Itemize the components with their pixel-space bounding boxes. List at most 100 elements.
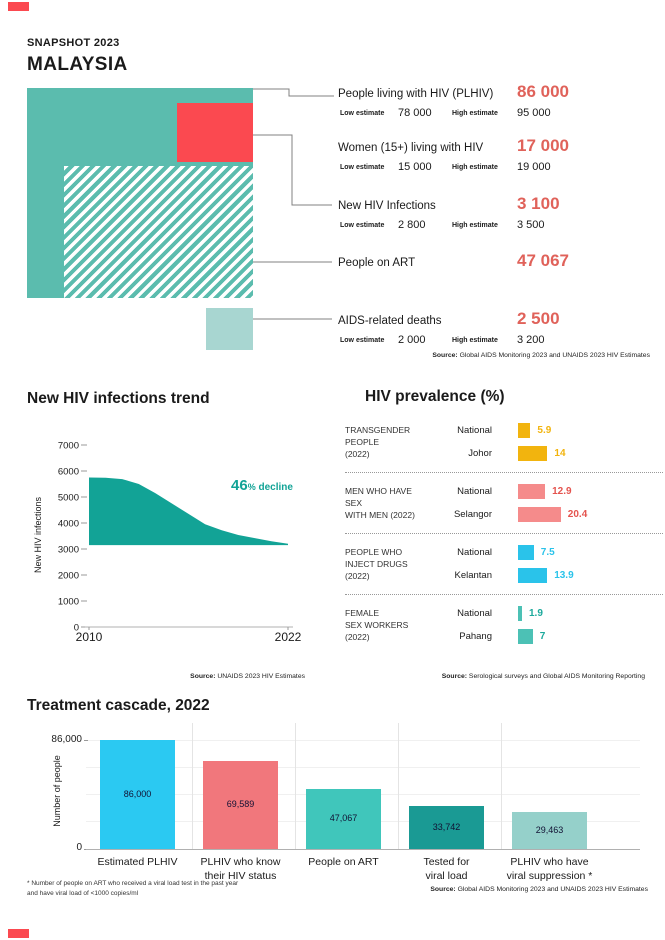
prevalence-row: National 1.9 — [427, 602, 545, 625]
prevalence-group: FEMALE SEX WORKERS (2022) National 1.9 Paha… — [345, 594, 663, 655]
prevalence-bar — [518, 484, 546, 499]
stat-label: People living with HIV (PLHIV) — [338, 88, 494, 100]
prevalence-bar — [518, 629, 533, 644]
prevalence-row-label: Kelantan — [454, 570, 492, 581]
stat-label: AIDS-related deaths — [338, 315, 442, 327]
prevalence-value: 5.9 — [537, 425, 552, 436]
new-infections-square — [177, 103, 253, 162]
cascade-y-axis-label: Number of people — [52, 755, 62, 827]
cascade-bar — [203, 761, 278, 849]
prevalence-row-label: National — [457, 608, 492, 619]
prevalence-row: National 5.9 — [427, 419, 566, 442]
cascade-source: Source: Global AIDS Monitoring 2023 and … — [430, 886, 648, 893]
prevalence-group-label: FEMALE SEX WORKERS (2022) — [345, 607, 409, 643]
cascade-tick — [84, 740, 88, 741]
prevalence-bar — [518, 568, 548, 583]
high-estimate-label: High estimate — [452, 110, 498, 117]
prevalence-value: 7.5 — [540, 547, 555, 558]
svg-text:6000: 6000 — [58, 467, 79, 478]
low-estimate-value: 2 000 — [398, 334, 426, 346]
decline-value: 46 — [231, 477, 248, 494]
prevalence-row-label: Pahang — [459, 631, 492, 642]
prevalence-group: PEOPLE WHO INJECT DRUGS (2022) National 7.… — [345, 533, 663, 594]
low-estimate-label: Low estimate — [340, 164, 385, 171]
gridline-vertical — [500, 723, 502, 849]
prevalence-title: HIV prevalence (%) — [365, 388, 505, 405]
prevalence-group-rows: National 5.9 Johor 14 — [427, 419, 566, 465]
svg-text:4000: 4000 — [58, 519, 79, 530]
prevalence-row: Johor 14 — [427, 442, 566, 465]
low-estimate-value: 2 800 — [398, 219, 426, 231]
gridline-horizontal — [86, 740, 640, 741]
cascade-category-label: PLHIV who know their HIV status — [200, 856, 281, 882]
high-estimate-label: High estimate — [452, 164, 498, 171]
trend-area — [89, 477, 288, 546]
svg-text:2022: 2022 — [275, 630, 302, 644]
svg-text:7000: 7000 — [58, 441, 79, 452]
prevalence-value: 13.9 — [554, 570, 574, 581]
prevalence-bar — [518, 606, 522, 621]
prevalence-value: 1.9 — [529, 608, 543, 619]
svg-text:0: 0 — [74, 623, 79, 634]
prevalence-group-label: TRANSGENDER PEOPLE (2022) — [345, 424, 411, 460]
stat-label: Women (15+) living with HIV — [338, 142, 484, 154]
svg-text:2010: 2010 — [76, 630, 103, 644]
svg-text:1000: 1000 — [58, 597, 79, 608]
cascade-ytick-zero: 0 — [76, 842, 82, 853]
high-estimate-label: High estimate — [452, 222, 498, 229]
high-estimate-value: 3 500 — [517, 219, 545, 231]
prevalence-bar — [518, 545, 534, 560]
low-estimate-value: 78 000 — [398, 107, 432, 119]
cascade-category-label: PLHIV who have viral suppression * — [506, 856, 593, 882]
trend-chart: 0 1000 2000 3000 4000 5000 6000 7000 2010 2022 — [58, 441, 302, 645]
country-title: MALAYSIA — [27, 54, 128, 75]
prevalence-value: 12.9 — [552, 486, 572, 497]
svg-text:2000: 2000 — [58, 571, 79, 582]
prevalence-value: 14 — [554, 448, 566, 459]
prevalence-row-label: Selangor — [453, 509, 492, 520]
cascade-bar — [100, 740, 175, 849]
prevalence-row: National 12.9 — [427, 480, 587, 503]
gridline-horizontal — [86, 767, 640, 768]
cascade-chart: 86,000 0 86,000 Estimated PLHIV 69,589 PLHIV … — [27, 723, 659, 903]
low-estimate-label: Low estimate — [340, 337, 385, 344]
low-estimate-value: 15 000 — [398, 161, 432, 173]
cascade-title: Treatment cascade, 2022 — [27, 697, 210, 714]
aids-deaths-square — [206, 308, 253, 350]
trend-y-axis-label: New HIV infections — [33, 496, 43, 574]
prevalence-value: 7 — [539, 631, 546, 642]
svg-text:5000: 5000 — [58, 493, 79, 504]
prevalence-row: Pahang 7 — [427, 625, 545, 648]
gridline-vertical — [191, 723, 193, 849]
prevalence-group-rows: National 1.9 Pahang 7 — [427, 602, 545, 648]
cascade-bar-value: 47,067 — [329, 813, 358, 823]
prevalence-row: National 7.5 — [427, 541, 574, 564]
stats-source: Source: Global AIDS Monitoring 2023 and … — [432, 352, 650, 359]
stat-value: 2 500 — [517, 309, 560, 328]
high-estimate-value: 19 000 — [517, 161, 551, 173]
cascade-bar — [512, 812, 587, 849]
cascade-category-label: People on ART — [308, 856, 379, 868]
prevalence-group-label: PEOPLE WHO INJECT DRUGS (2022) — [345, 546, 408, 582]
svg-text:3000: 3000 — [58, 545, 79, 556]
prevalence-bar — [518, 507, 561, 522]
prevalence-chart: TRANSGENDER PEOPLE (2022) National 5.9 Joho… — [345, 412, 663, 655]
trend-source: Source: UNAIDS 2023 HIV Estimates — [190, 673, 305, 680]
high-estimate-value: 95 000 — [517, 107, 551, 119]
stat-value: 47 067 — [517, 251, 569, 270]
low-estimate-label: Low estimate — [340, 110, 385, 117]
stat-value: 17 000 — [517, 136, 569, 155]
cascade-category-label: Estimated PLHIV — [97, 856, 178, 868]
snapshot-label: SNAPSHOT 2023 — [27, 37, 120, 49]
prevalence-row-label: National — [457, 547, 492, 558]
cascade-category-label: Tested for viral load — [423, 856, 470, 882]
stat-label: New HIV Infections — [338, 200, 436, 212]
prevalence-bar — [518, 423, 531, 438]
prevalence-value: 20.4 — [567, 509, 588, 520]
prevalence-group: TRANSGENDER PEOPLE (2022) National 5.9 Joho… — [345, 412, 663, 472]
prevalence-group-label: MEN WHO HAVE SEX WITH MEN (2022) — [345, 485, 415, 521]
red-corner-mark-top — [8, 2, 29, 11]
prevalence-source: Source: Serological surveys and Global A… — [441, 673, 645, 680]
prevalence-bar — [518, 446, 548, 461]
